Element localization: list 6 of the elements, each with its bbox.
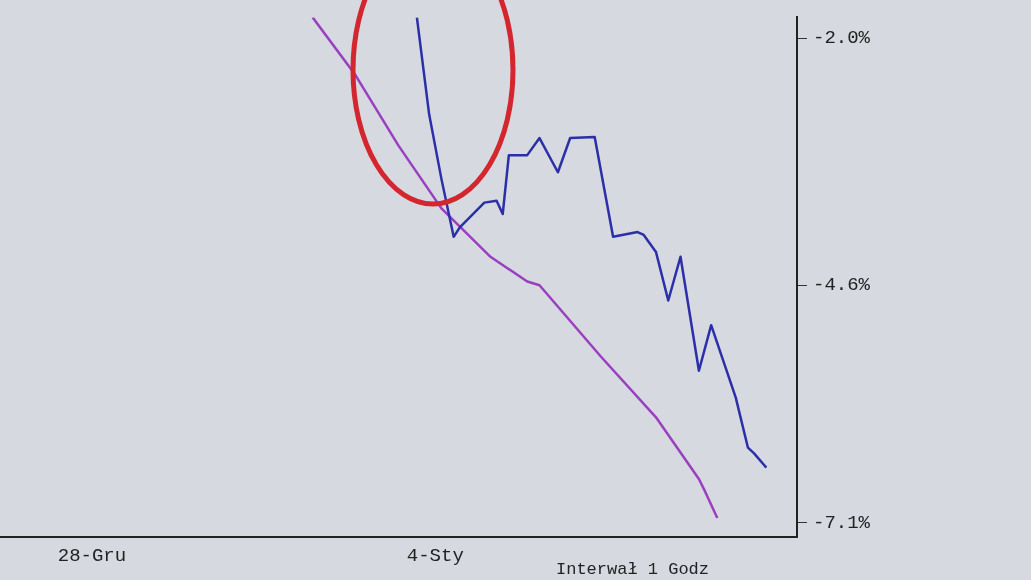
text: Interwał 1 Godz [556,560,710,579]
x-tick-label: 28-Gru [57,545,127,568]
x-tick-label: 4-Sty [406,545,464,568]
y-tick-label: -4.6% [813,274,871,297]
y-tick-label: -2.0% [813,27,871,50]
y-tick-label: -7.1% [813,511,871,534]
